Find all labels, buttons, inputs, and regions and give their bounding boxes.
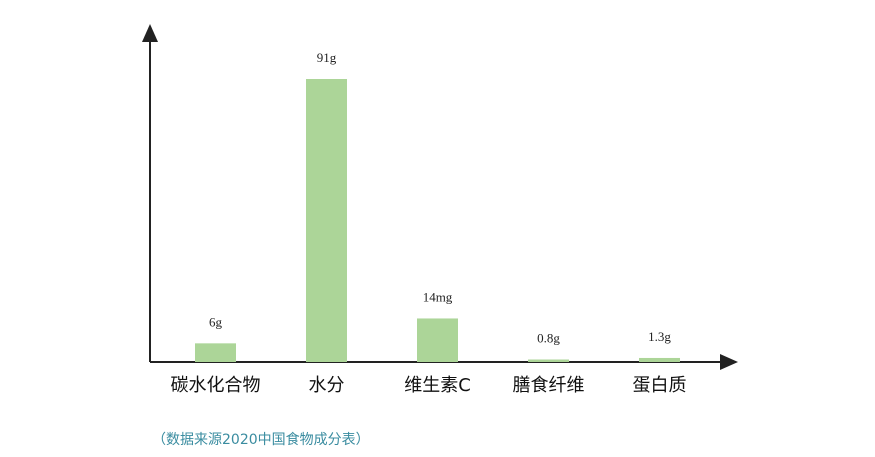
x-axis-arrow (720, 354, 738, 370)
bar (195, 343, 236, 362)
value-label: 6g (209, 314, 223, 329)
x-tick-label: 膳食纤维 (513, 375, 585, 396)
value-label: 14mg (423, 289, 453, 304)
x-tick-label: 蛋白质 (633, 375, 687, 396)
x-tick-label: 水分 (309, 375, 345, 396)
source-note: （数据来源2020中国食物成分表） (152, 431, 370, 448)
y-axis-arrow (142, 24, 158, 42)
value-label: 91g (317, 50, 337, 65)
x-tick-label: 维生素C (404, 375, 471, 396)
bar (306, 79, 347, 362)
bar (417, 318, 458, 362)
bar (528, 359, 569, 362)
bar (639, 357, 680, 362)
value-label: 1.3g (648, 329, 671, 344)
value-label: 0.8g (537, 330, 560, 345)
x-tick-label: 碳水化合物 (171, 375, 261, 396)
